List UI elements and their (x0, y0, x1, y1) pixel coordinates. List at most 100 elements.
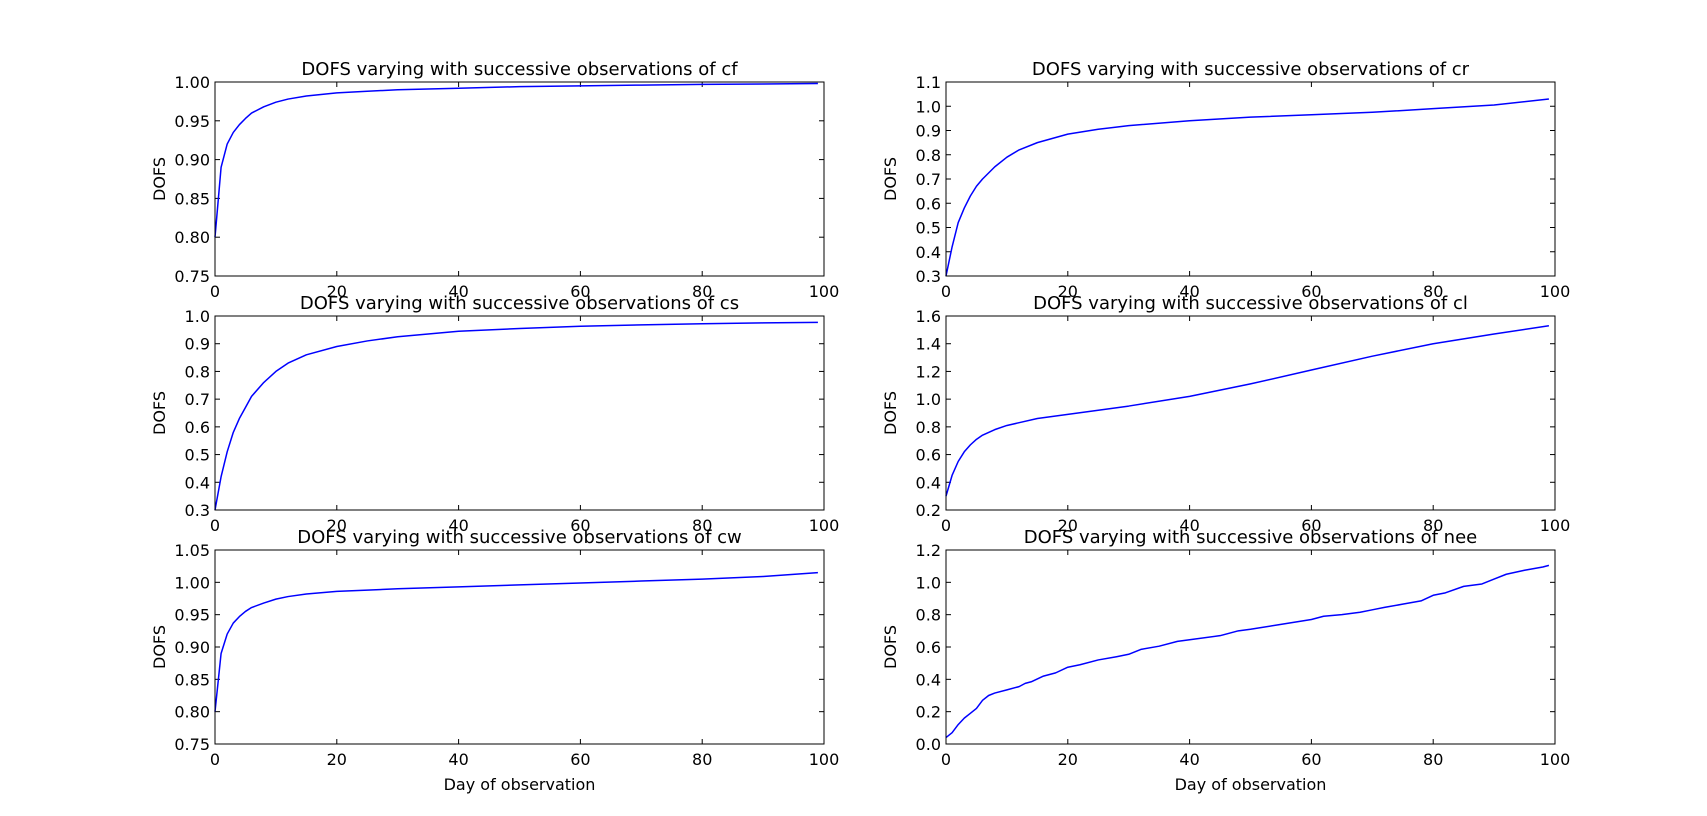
x-tick-label: 100 (809, 282, 840, 301)
y-tick-label: 0.7 (916, 170, 941, 189)
chart-title: DOFS varying with successive observation… (301, 59, 738, 80)
y-tick-label: 1.00 (174, 73, 210, 92)
y-tick-label: 0.3 (916, 267, 941, 286)
axes-frame (214, 549, 825, 745)
axes-frame (214, 81, 825, 277)
chart-title: DOFS varying with successive observation… (300, 293, 739, 314)
y-tick-label: 0.9 (185, 335, 210, 354)
y-tick-label: 1.0 (916, 390, 941, 409)
y-tick-label: 0.2 (916, 703, 941, 722)
y-tick-label: 0.8 (916, 418, 941, 437)
x-tick-label: 20 (327, 282, 347, 301)
series-line-0 (945, 564, 1550, 739)
y-tick-label: 0.7 (185, 390, 210, 409)
x-tick-label: 60 (570, 516, 590, 535)
y-axis-label: DOFS (881, 625, 900, 669)
x-tick-label: 100 (1540, 750, 1571, 769)
x-axis-label: Day of observation (444, 775, 596, 794)
y-tick-label: 0.6 (916, 194, 941, 213)
x-tick-label: 100 (1540, 282, 1571, 301)
chart-title: DOFS varying with successive observation… (1024, 527, 1477, 548)
x-tick-label: 80 (692, 516, 712, 535)
y-tick-label: 0.8 (185, 362, 210, 381)
x-tick-label: 0 (941, 750, 951, 769)
x-tick-label: 60 (1301, 516, 1321, 535)
x-tick-label: 20 (1058, 750, 1078, 769)
series-line-0 (945, 98, 1549, 277)
y-tick-label: 0.8 (916, 146, 941, 165)
y-tick-label: 0.4 (916, 243, 941, 262)
x-axis-label: Day of observation (1175, 775, 1327, 794)
chart-title: DOFS varying with successive observation… (297, 527, 742, 548)
x-tick-label: 80 (692, 750, 712, 769)
y-tick-label: 0.2 (916, 501, 941, 520)
x-tick-label: 100 (1540, 516, 1571, 535)
y-tick-label: 0.90 (174, 151, 210, 170)
x-tick-label: 0 (210, 282, 220, 301)
y-axis-label: DOFS (150, 625, 169, 669)
panels: DOFS varying with successive observation… (150, 59, 1570, 794)
y-tick-label: 1.1 (916, 73, 941, 92)
y-tick-label: 1.0 (916, 97, 941, 116)
x-tick-label: 0 (210, 750, 220, 769)
y-tick-label: 0.4 (185, 473, 210, 492)
y-tick-label: 1.05 (174, 541, 210, 560)
y-axis-label: DOFS (881, 157, 900, 201)
y-tick-label: 0.95 (174, 112, 210, 131)
chart-panel-1: DOFS varying with successive observation… (881, 59, 1570, 301)
y-tick-label: 0.90 (174, 638, 210, 657)
x-tick-label: 20 (1058, 516, 1078, 535)
x-tick-label: 40 (1179, 750, 1199, 769)
y-tick-label: 0.4 (916, 670, 941, 689)
x-tick-label: 0 (941, 282, 951, 301)
y-axis-label: DOFS (150, 391, 169, 435)
y-tick-label: 1.2 (916, 362, 941, 381)
x-tick-label: 80 (1423, 282, 1443, 301)
y-tick-label: 0.75 (174, 267, 210, 286)
axes-frame (945, 315, 1556, 511)
y-tick-label: 1.4 (916, 335, 941, 354)
axes-frame (945, 81, 1556, 277)
x-tick-label: 100 (809, 750, 840, 769)
chart-panel-5: DOFS varying with successive observation… (881, 527, 1570, 794)
y-tick-label: 1.6 (916, 307, 941, 326)
axes-frame (214, 315, 825, 511)
y-tick-label: 1.0 (185, 307, 210, 326)
x-tick-label: 40 (1179, 516, 1199, 535)
chart-panel-0: DOFS varying with successive observation… (150, 59, 839, 301)
y-tick-label: 0.6 (185, 418, 210, 437)
x-tick-label: 60 (570, 282, 590, 301)
y-tick-label: 0.3 (185, 501, 210, 520)
x-tick-label: 0 (941, 516, 951, 535)
x-tick-label: 40 (448, 282, 468, 301)
x-tick-label: 60 (1301, 282, 1321, 301)
y-tick-label: 0.9 (916, 122, 941, 141)
y-tick-label: 0.85 (174, 189, 210, 208)
y-tick-label: 1.00 (174, 573, 210, 592)
y-tick-label: 0.80 (174, 703, 210, 722)
x-tick-label: 40 (448, 516, 468, 535)
chart-panel-2: DOFS varying with successive observation… (150, 293, 839, 535)
x-tick-label: 0 (210, 516, 220, 535)
y-tick-label: 0.80 (174, 228, 210, 247)
y-tick-label: 0.95 (174, 606, 210, 625)
series-line-0 (214, 321, 818, 511)
series-line-0 (214, 571, 818, 712)
x-tick-label: 20 (327, 750, 347, 769)
x-tick-label: 40 (448, 750, 468, 769)
x-tick-label: 80 (692, 282, 712, 301)
axes-frame (945, 549, 1556, 745)
y-tick-label: 0.5 (185, 446, 210, 465)
y-tick-label: 0.0 (916, 735, 941, 754)
x-tick-label: 40 (1179, 282, 1199, 301)
series-line-0 (214, 82, 818, 238)
chart-panel-4: DOFS varying with successive observation… (150, 527, 839, 794)
y-tick-label: 1.0 (916, 573, 941, 592)
chart-title: DOFS varying with successive observation… (1032, 59, 1470, 80)
chart-panel-3: DOFS varying with successive observation… (881, 293, 1570, 535)
y-tick-label: 0.6 (916, 446, 941, 465)
y-tick-label: 0.4 (916, 473, 941, 492)
y-axis-label: DOFS (881, 391, 900, 435)
